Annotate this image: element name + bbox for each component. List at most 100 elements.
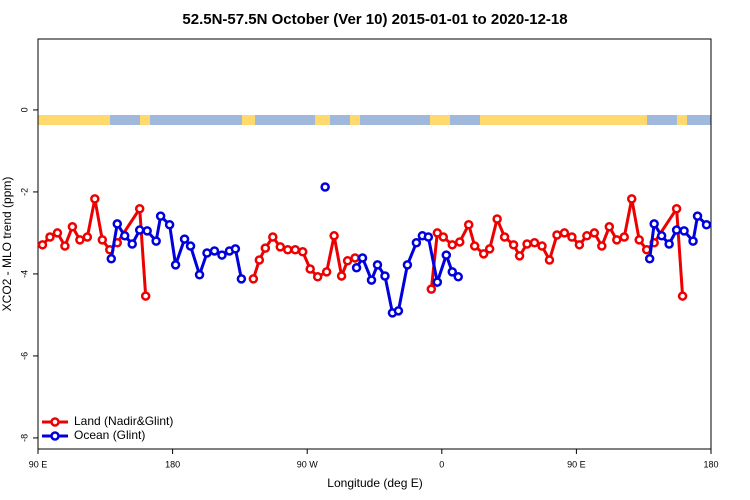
legend-marker bbox=[50, 417, 60, 427]
point bbox=[179, 234, 190, 244]
point bbox=[305, 264, 315, 274]
point bbox=[297, 247, 308, 257]
point bbox=[254, 255, 265, 265]
point bbox=[351, 263, 362, 273]
point bbox=[202, 248, 212, 258]
point bbox=[342, 256, 353, 266]
x-axis-label: Longitude (deg E) bbox=[327, 476, 422, 490]
point bbox=[60, 241, 70, 251]
point bbox=[423, 232, 434, 242]
point bbox=[634, 235, 644, 245]
point bbox=[644, 254, 655, 264]
point bbox=[484, 244, 495, 254]
point bbox=[290, 244, 300, 255]
point bbox=[52, 228, 63, 238]
y-tick-label: 0 bbox=[19, 107, 29, 112]
point bbox=[75, 235, 85, 245]
point bbox=[411, 238, 422, 248]
point bbox=[194, 270, 205, 280]
point bbox=[492, 214, 502, 224]
point bbox=[463, 219, 474, 230]
point bbox=[170, 260, 181, 270]
x-tick-label: 180 bbox=[165, 459, 180, 469]
point bbox=[619, 232, 630, 242]
point bbox=[380, 271, 390, 281]
point bbox=[393, 306, 404, 316]
point bbox=[454, 237, 465, 247]
point bbox=[626, 194, 637, 204]
chart-title: 52.5N-57.5N October (Ver 10) 2015-01-01 … bbox=[182, 11, 567, 28]
x-tick-label: 90 E bbox=[567, 459, 586, 469]
point bbox=[426, 284, 437, 294]
point bbox=[597, 241, 607, 251]
point bbox=[140, 291, 151, 301]
point bbox=[329, 231, 339, 241]
point bbox=[441, 250, 452, 260]
point bbox=[671, 203, 682, 214]
point bbox=[90, 194, 100, 204]
point bbox=[508, 240, 519, 250]
point bbox=[112, 219, 123, 229]
point bbox=[499, 232, 510, 242]
point bbox=[134, 203, 145, 214]
point bbox=[236, 274, 247, 284]
point bbox=[134, 225, 145, 235]
legend-label: Ocean (Glint) bbox=[74, 428, 145, 442]
point bbox=[432, 228, 443, 238]
point bbox=[567, 232, 577, 242]
x-tick-label: 90 W bbox=[297, 459, 319, 469]
point bbox=[522, 239, 532, 249]
point bbox=[336, 271, 347, 281]
y-tick-label: -6 bbox=[19, 352, 29, 360]
point bbox=[151, 236, 161, 246]
point bbox=[529, 238, 540, 248]
point bbox=[604, 222, 615, 232]
x-tick-label: 180 bbox=[703, 459, 718, 469]
series-line bbox=[41, 198, 685, 297]
point bbox=[321, 267, 332, 277]
point bbox=[544, 255, 555, 265]
point bbox=[106, 254, 117, 264]
point bbox=[142, 226, 152, 236]
point bbox=[514, 251, 525, 261]
point bbox=[537, 241, 547, 251]
point bbox=[67, 222, 78, 232]
point bbox=[677, 291, 688, 301]
point bbox=[350, 253, 360, 263]
point bbox=[45, 232, 55, 242]
point bbox=[260, 243, 271, 253]
point bbox=[275, 242, 286, 252]
point bbox=[366, 275, 377, 285]
point bbox=[248, 274, 259, 284]
point bbox=[230, 244, 241, 254]
point bbox=[155, 211, 166, 221]
point bbox=[679, 226, 689, 236]
legend-label: Land (Nadir&Glint) bbox=[74, 414, 173, 428]
point bbox=[37, 240, 48, 250]
point bbox=[559, 228, 570, 238]
point bbox=[447, 240, 458, 250]
y-tick-label: -4 bbox=[19, 270, 29, 278]
point bbox=[432, 277, 443, 287]
point bbox=[612, 235, 622, 245]
point bbox=[453, 272, 464, 282]
point bbox=[469, 241, 480, 251]
point bbox=[209, 246, 220, 256]
point bbox=[185, 241, 196, 251]
point bbox=[119, 231, 130, 241]
point bbox=[283, 244, 293, 255]
point bbox=[357, 253, 368, 263]
legend-marker bbox=[50, 431, 60, 441]
point bbox=[688, 236, 698, 246]
point bbox=[82, 232, 93, 242]
point bbox=[589, 228, 600, 238]
point bbox=[478, 249, 489, 259]
point bbox=[312, 272, 323, 282]
point bbox=[671, 225, 682, 235]
point bbox=[217, 250, 227, 260]
x-tick-label: 0 bbox=[439, 459, 444, 469]
point bbox=[372, 260, 383, 270]
point bbox=[574, 240, 585, 250]
point bbox=[582, 231, 592, 241]
